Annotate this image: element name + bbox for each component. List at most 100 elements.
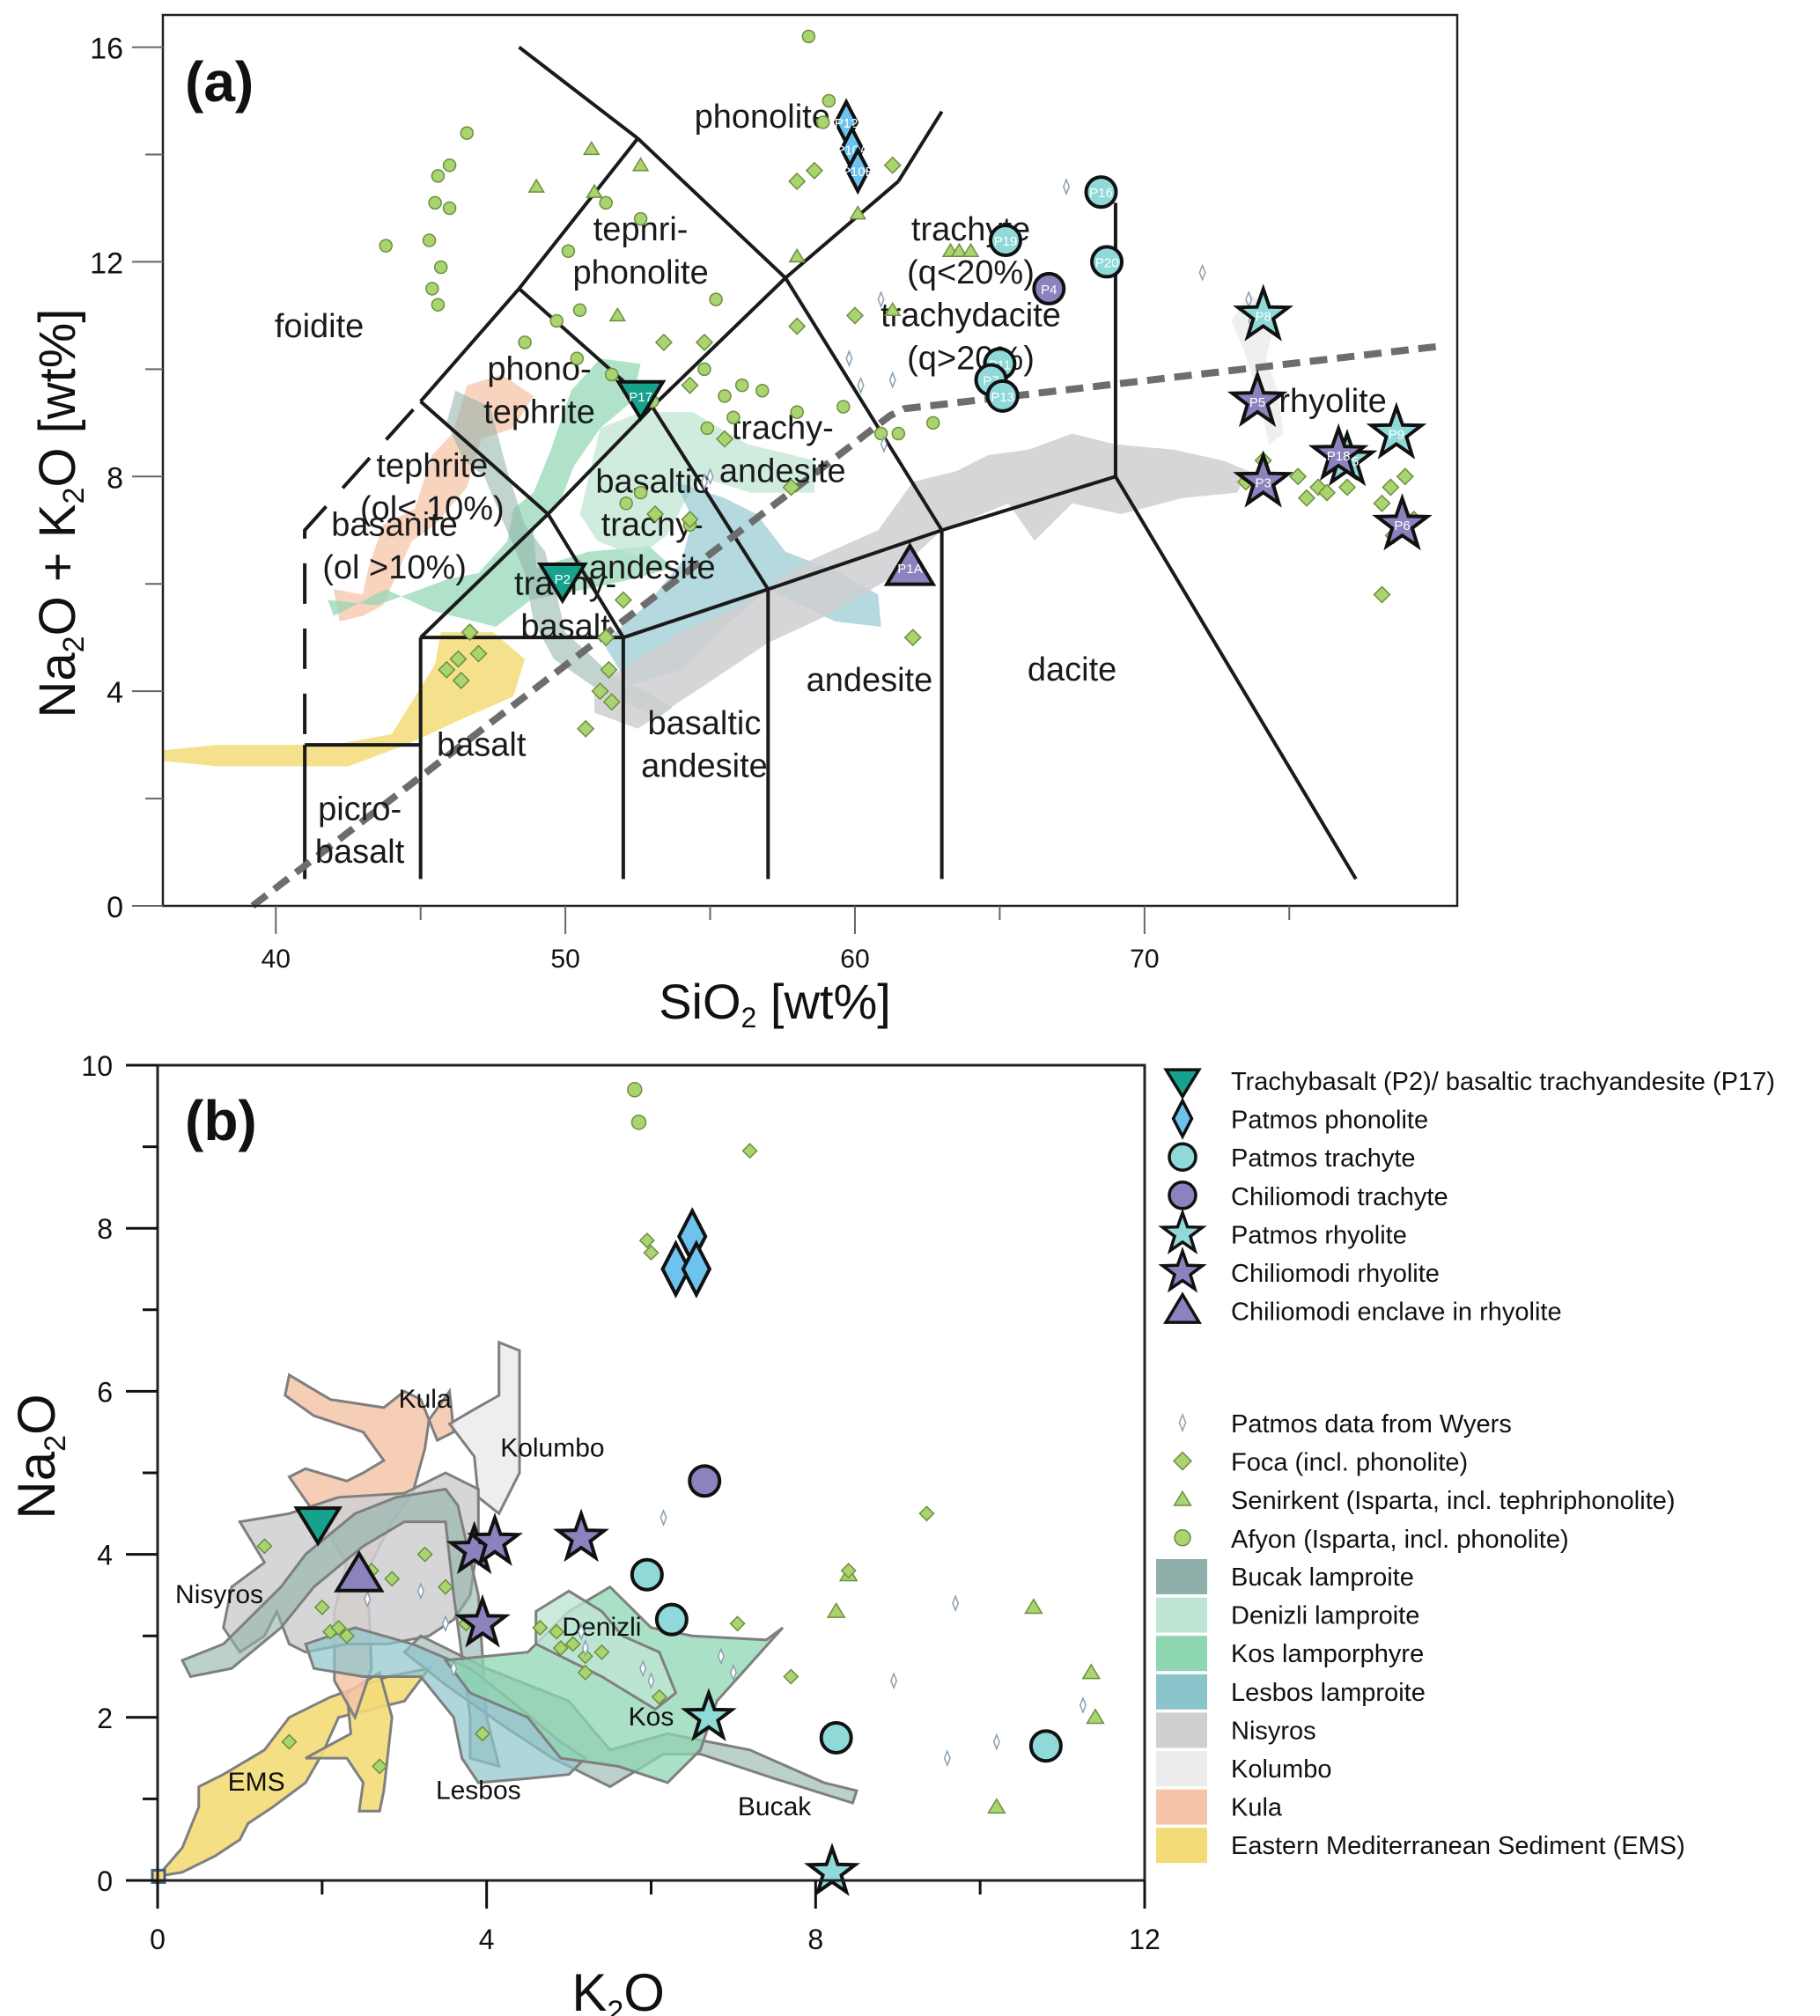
sample-marker-p4	[1032, 271, 1066, 305]
legend-swatch-denizli	[1156, 1597, 1207, 1633]
foca-point	[256, 1538, 273, 1555]
sample-marker-p10b	[845, 146, 871, 195]
legend-marker-afyon	[1174, 1529, 1191, 1547]
wyers-point	[441, 1615, 449, 1633]
y-tick-label: 8	[107, 461, 123, 495]
panel-a-frame	[161, 13, 1459, 908]
afyon-point	[442, 201, 457, 216]
tas-boundary-line	[651, 405, 770, 591]
foca-point	[416, 1546, 433, 1563]
foca-point	[597, 629, 615, 647]
foca-point	[788, 172, 807, 191]
legend-swatch-kula	[1156, 1789, 1207, 1825]
tas-boundary-line	[419, 400, 549, 516]
panel-a-tas-boundaries	[250, 45, 1441, 909]
wyers-point	[647, 1672, 655, 1690]
foca-point	[591, 682, 609, 701]
panel-b-axes: 0 2 4 6 8 10 0 4 8 12 K2O Na2O	[7, 1050, 1161, 2016]
tas-field-label: basanite	[331, 506, 458, 543]
tas-field-label: rhyolite	[1278, 383, 1387, 420]
sample-marker-patmos-rhyolite	[804, 1843, 860, 1896]
sample-id-label: P17	[629, 390, 652, 405]
tas-field-label: trachydacite	[881, 298, 1061, 335]
sample-id-label: P2	[555, 572, 571, 587]
afyon-point	[518, 335, 532, 349]
afyon-point	[599, 195, 613, 210]
afyon-point	[836, 400, 851, 414]
sample-marker-chiliomodi-rhyolite	[553, 1508, 609, 1563]
y-axis-label: Na2O	[7, 1394, 72, 1519]
legend-label: Afyon (Isparta, incl. phonolite)	[1231, 1526, 1569, 1554]
tas-field-label: phonolite	[695, 99, 830, 136]
sample-marker-patmos-phonolite	[660, 1240, 691, 1299]
legend-label: Kula	[1231, 1794, 1283, 1822]
legend-swatch-kolumbo	[1156, 1751, 1207, 1786]
afyon-point	[726, 410, 741, 424]
foca-point	[840, 1563, 857, 1579]
panel-a-field-labels: foiditephonolitetephri-phonolitephono-te…	[275, 99, 1387, 871]
legend-marker-foca	[1172, 1451, 1193, 1471]
wyers-point	[888, 371, 896, 389]
foca-point	[651, 1689, 667, 1705]
wyers-point	[717, 1647, 725, 1666]
y-tick-label: 8	[97, 1213, 113, 1245]
x-tick-label: 8	[807, 1924, 823, 1955]
foca-point	[438, 660, 456, 679]
tas-field-label: (ol< 10%)	[360, 490, 505, 527]
foca-point	[783, 1668, 799, 1685]
foca-point	[1396, 467, 1414, 486]
legend-marker-senirkent	[1173, 1490, 1192, 1506]
tas-field-label: foidite	[275, 308, 364, 345]
field-polygon-nisyros	[594, 433, 1249, 729]
sample-id-label: P19	[994, 234, 1018, 249]
sample-id-label: P8	[1255, 309, 1271, 324]
wyers-point	[1063, 178, 1071, 196]
wyers-point	[943, 1749, 951, 1768]
foca-point	[1373, 494, 1391, 512]
tas-field-label: basalt	[315, 834, 405, 871]
legend-marker-patmos-phonolite	[1171, 1097, 1194, 1140]
afyon-point	[425, 282, 439, 296]
foca-point	[461, 623, 479, 642]
foca-point	[1297, 489, 1316, 507]
tas-field-label: (q<20%)	[907, 254, 1035, 291]
sample-id-label: P1A	[897, 562, 922, 577]
foca-point	[577, 719, 595, 738]
legend-label: Kos lamporphyre	[1231, 1640, 1424, 1668]
legend-marker-trachybasalt	[1163, 1068, 1202, 1100]
field-label-kos: Kos	[629, 1703, 674, 1732]
afyon-point	[572, 303, 587, 318]
y-tick-label: 16	[90, 33, 123, 66]
tas-field-label: tephrite	[376, 447, 488, 484]
afyon-point	[801, 29, 816, 44]
field-label-denizli: Denizli	[562, 1613, 641, 1642]
senirkent-point	[788, 247, 806, 263]
legend-label: Chiliomodi enclave in rhyolite	[1231, 1299, 1562, 1327]
sample-marker-trachybasalt	[293, 1506, 343, 1547]
panel-a-reference-points	[379, 29, 1423, 738]
field-label-bucak: Bucak	[738, 1792, 812, 1821]
panel-b-field-labels: Kula Kolumbo Nisyros Denizli Kos Lesbos Bucak E…	[175, 1385, 812, 1821]
field-label-kolumbo: Kolumbo	[500, 1433, 604, 1462]
foca-point	[549, 1623, 565, 1640]
sample-marker-p3	[1233, 450, 1293, 508]
senirkent-point	[1024, 1598, 1043, 1615]
panel-b-label: (b)	[185, 1089, 257, 1152]
afyon-point	[734, 378, 749, 393]
sample-marker-chiliomodi-rhyolite	[454, 1593, 511, 1648]
afyon-point	[604, 367, 619, 382]
sample-marker-patmos-trachyte	[654, 1602, 689, 1637]
foca-point	[437, 1578, 454, 1595]
sample-marker-chiliomodi-trachyte	[688, 1464, 722, 1498]
y-tick-label: 4	[97, 1540, 113, 1571]
sample-marker-patmos-trachyte	[819, 1720, 853, 1755]
legend-marker-wyers	[1178, 1412, 1187, 1433]
afyon-point	[549, 313, 564, 328]
afyon-point	[816, 115, 830, 129]
wyers-point	[416, 1582, 424, 1600]
afyon-point	[822, 93, 836, 108]
wyers-point	[578, 1622, 586, 1641]
tas-field-label: basaltic	[648, 705, 762, 742]
sample-marker-p19	[988, 224, 1022, 258]
field-polygon-lesbos	[602, 482, 881, 686]
